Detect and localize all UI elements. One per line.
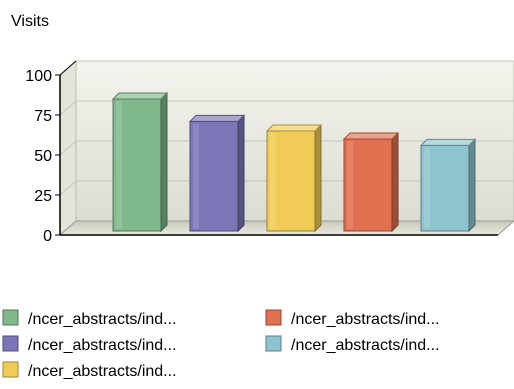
bar-highlight bbox=[270, 133, 276, 229]
legend-item-3: /ncer_abstracts/ind... bbox=[2, 361, 177, 380]
legend-item-4: /ncer_abstracts/ind... bbox=[265, 309, 440, 328]
bar-top bbox=[111, 92, 169, 100]
bar-highlight bbox=[347, 141, 353, 229]
bar-5 bbox=[419, 138, 477, 233]
y-tick-label: 100 bbox=[25, 68, 52, 85]
legend-label: /ncer_abstracts/ind... bbox=[28, 363, 177, 380]
bar-2 bbox=[188, 114, 246, 233]
bar-side bbox=[160, 91, 168, 233]
legend-swatch bbox=[265, 309, 282, 326]
legend-label: /ncer_abstracts/ind... bbox=[28, 337, 177, 354]
y-axis-top-edge bbox=[59, 60, 77, 76]
bar-3 bbox=[265, 123, 323, 233]
bar-highlight bbox=[193, 123, 199, 229]
bar-4 bbox=[342, 131, 400, 233]
legend-item-5: /ncer_abstracts/ind... bbox=[265, 335, 440, 354]
chart-title: Visits bbox=[11, 13, 49, 30]
bar-1 bbox=[111, 91, 169, 233]
legend-swatch bbox=[2, 361, 19, 378]
bar-highlight bbox=[424, 147, 430, 229]
bar-side bbox=[237, 114, 245, 233]
legend-label: /ncer_abstracts/ind... bbox=[291, 311, 440, 328]
bar-highlight bbox=[116, 101, 122, 229]
legend-item-1: /ncer_abstracts/ind... bbox=[2, 309, 177, 328]
bar-top bbox=[265, 124, 323, 132]
y-tick-label: 50 bbox=[34, 148, 52, 165]
legend-label: /ncer_abstracts/ind... bbox=[28, 311, 177, 328]
bar-side bbox=[391, 131, 399, 233]
y-tick-label: 25 bbox=[34, 188, 52, 205]
bar-top bbox=[342, 132, 400, 140]
y-tick-label: 75 bbox=[34, 108, 52, 125]
legend-swatch bbox=[2, 335, 19, 352]
y-tick-label: 0 bbox=[43, 228, 52, 245]
legend-item-2: /ncer_abstracts/ind... bbox=[2, 335, 177, 354]
bar-side bbox=[314, 123, 322, 233]
bar-top bbox=[419, 138, 477, 146]
legend-swatch bbox=[265, 335, 282, 352]
gridline bbox=[59, 100, 514, 116]
bar-top bbox=[188, 114, 246, 122]
legend-label: /ncer_abstracts/ind... bbox=[291, 337, 440, 354]
legend-swatch bbox=[2, 309, 19, 326]
bar-side bbox=[468, 138, 476, 233]
